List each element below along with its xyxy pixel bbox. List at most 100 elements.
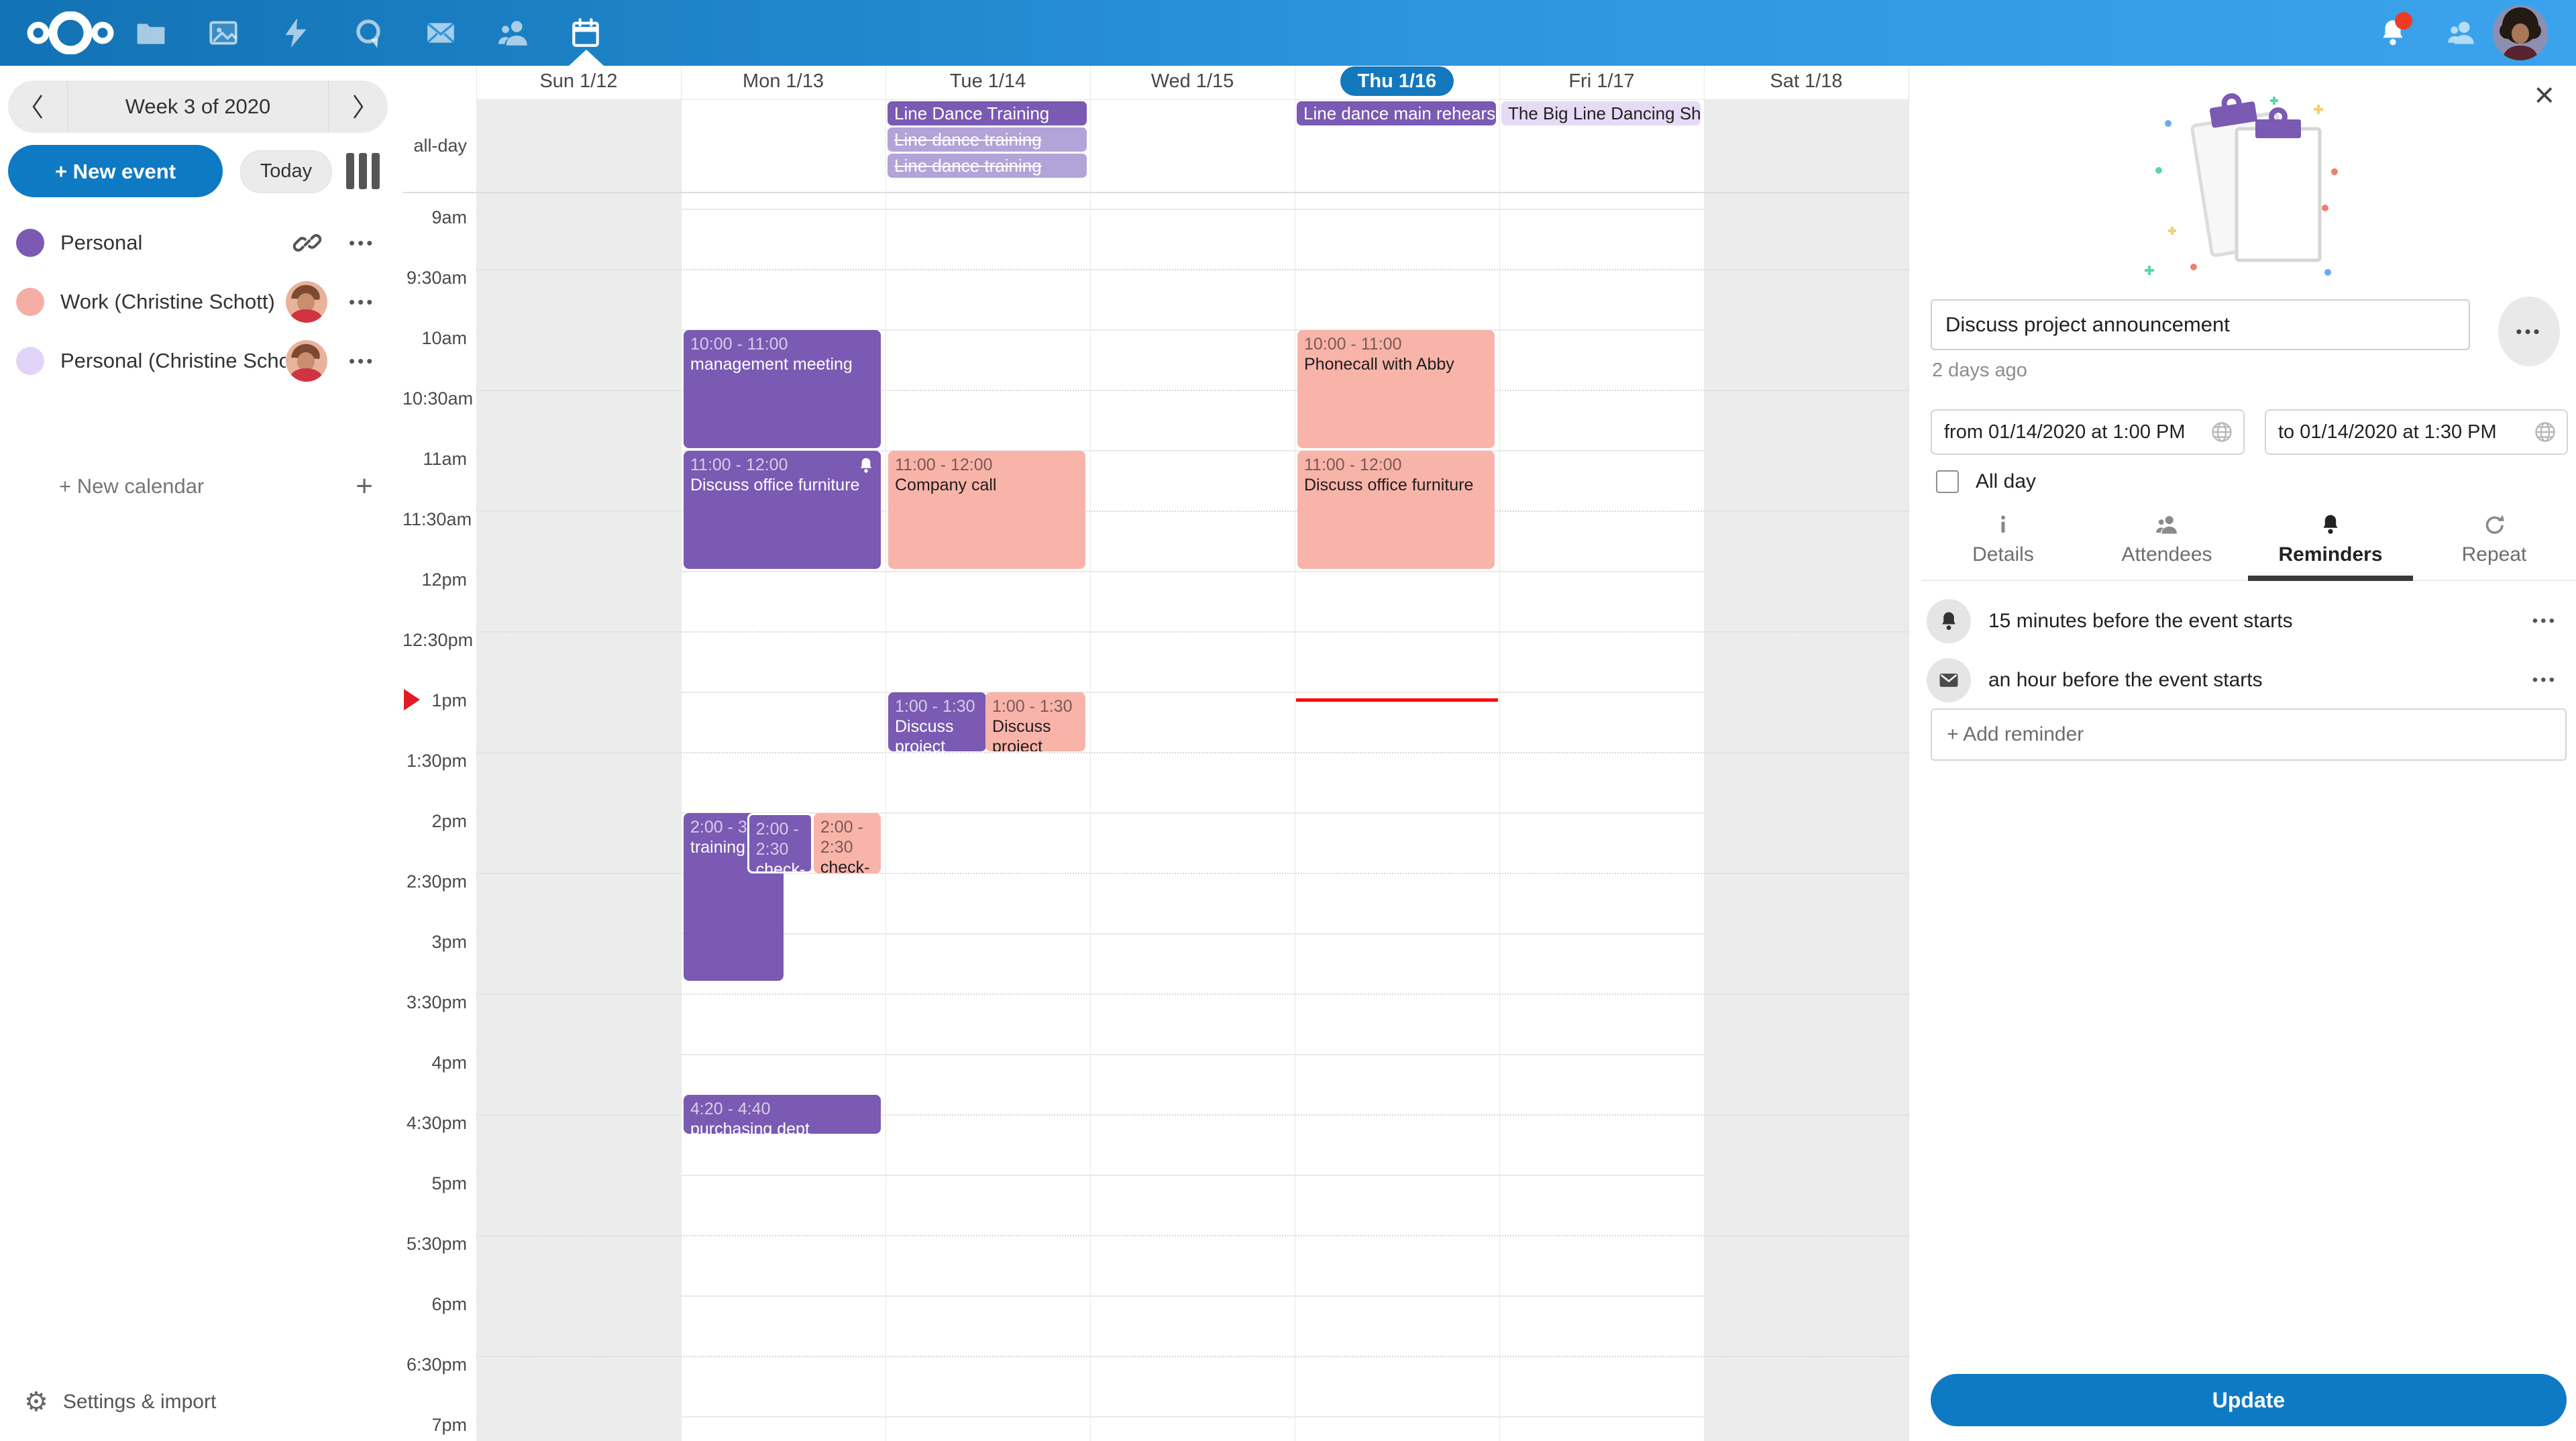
update-button[interactable]: Update: [1931, 1374, 2567, 1426]
weekend-shading: [1704, 99, 1909, 1441]
all-day-checkbox[interactable]: [1936, 470, 1959, 493]
event-actions-more-button[interactable]: •••: [2498, 297, 2560, 366]
mail-icon[interactable]: [424, 16, 458, 50]
time-axis-label: 12pm: [421, 570, 467, 590]
time-axis-label: 2:30pm: [406, 871, 467, 892]
add-reminder-button[interactable]: + Add reminder: [1931, 708, 2567, 761]
calendar-menu-icon[interactable]: •••: [349, 291, 376, 312]
nextcloud-logo[interactable]: [27, 11, 114, 58]
reminder-menu-icon[interactable]: •••: [2532, 612, 2557, 630]
day-header[interactable]: Wed 1/15: [1090, 66, 1295, 100]
time-axis-label: 3:30pm: [406, 992, 467, 1012]
reminder-item[interactable]: 15 minutes before the event starts •••: [1921, 598, 2576, 644]
calendar-event[interactable]: 2:00 - 3:30 training: [684, 813, 784, 981]
all-day-label[interactable]: All day: [1976, 470, 2037, 492]
new-calendar-button[interactable]: + New calendar +: [59, 470, 373, 502]
calendar-scrollbar[interactable]: [1909, 66, 1922, 1441]
event-time: 4:20 - 4:40: [690, 1100, 771, 1118]
calendar-event[interactable]: 11:00 - 12:00 Discuss office furniture: [684, 451, 881, 569]
event-title: training: [690, 838, 745, 857]
time-axis-label: 7pm: [431, 1415, 467, 1435]
event-title: Discuss office furniture: [1304, 476, 1474, 494]
next-week-button[interactable]: [329, 81, 388, 133]
calendar-event[interactable]: 10:00 - 11:00 Phonecall with Abby: [1297, 330, 1495, 448]
event-title: Discuss project: [992, 717, 1051, 751]
grid-line: [476, 1235, 1909, 1236]
all-day-event[interactable]: Line dance training: [888, 154, 1087, 178]
settings-import-button[interactable]: ⚙ Settings & import: [24, 1387, 217, 1417]
tab-label: Repeat: [2461, 543, 2527, 566]
reminder-menu-icon[interactable]: •••: [2532, 671, 2557, 689]
end-datetime-field[interactable]: to 01/14/2020 at 1:30 PM: [2265, 409, 2568, 455]
time-axis-label: 1pm: [431, 690, 467, 710]
all-day-event[interactable]: The Big Line Dancing Show: [1501, 101, 1701, 125]
week-label[interactable]: Week 3 of 2020: [67, 81, 329, 133]
all-day-event[interactable]: Line Dance Training: [888, 101, 1087, 125]
tab-repeat[interactable]: Repeat: [2412, 509, 2576, 580]
calendar-event[interactable]: 11:00 - 12:00 Company call: [888, 451, 1085, 569]
event-title-input[interactable]: [1931, 299, 2470, 350]
today-header-pill: Thu 1/16: [1340, 66, 1454, 96]
tab-details[interactable]: Details: [1921, 509, 2085, 580]
calendar-event[interactable]: 10:00 - 11:00 management meeting: [684, 330, 881, 448]
view-switcher-week-icon[interactable]: [346, 153, 384, 189]
timezone-globe-icon[interactable]: [2533, 420, 2557, 444]
time-axis-label: 6:30pm: [406, 1354, 467, 1375]
day-header[interactable]: Tue 1/14: [885, 66, 1090, 100]
calendar-event[interactable]: 4:20 - 4:40 purchasing dept: [684, 1095, 881, 1134]
reminder-item[interactable]: an hour before the event starts •••: [1921, 657, 2576, 703]
activity-icon[interactable]: [279, 16, 313, 50]
info-icon: [1921, 513, 2085, 542]
calendar-menu-icon[interactable]: •••: [349, 350, 376, 371]
today-button[interactable]: Today: [240, 150, 332, 193]
week-navigation: Week 3 of 2020: [8, 81, 388, 133]
talk-icon[interactable]: [352, 16, 385, 50]
day-header[interactable]: Sun 1/12: [476, 66, 681, 100]
event-time: 11:00 - 12:00: [1304, 456, 1402, 474]
all-day-event[interactable]: Line dance main rehearsal: [1297, 101, 1496, 125]
contacts-icon[interactable]: [496, 16, 530, 50]
photos-icon[interactable]: [207, 16, 240, 50]
day-header[interactable]: Mon 1/13: [681, 66, 885, 100]
user-avatar[interactable]: [2493, 5, 2548, 60]
tab-label: Attendees: [2121, 543, 2212, 566]
calendar-event[interactable]: 11:00 - 12:00 Discuss office furniture: [1297, 451, 1495, 569]
tab-attendees[interactable]: Attendees: [2085, 509, 2249, 580]
grid-line: [476, 1295, 1909, 1297]
notifications-bell-icon[interactable]: [2376, 12, 2412, 50]
calendar-name: Personal (Christine Scho…: [60, 349, 286, 372]
time-axis-label: 9am: [431, 207, 467, 227]
all-day-event[interactable]: Line dance training: [888, 127, 1087, 152]
mail-icon: [1927, 658, 1971, 702]
start-datetime-field[interactable]: from 01/14/2020 at 1:00 PM: [1931, 409, 2245, 455]
event-title: check-in: [820, 858, 870, 873]
files-icon[interactable]: [134, 16, 168, 50]
calendar-list-item[interactable]: Personal (Christine Scho… •••: [0, 337, 402, 385]
calendar-list-item[interactable]: Work (Christine Schott) •••: [0, 278, 402, 326]
calendar-week-grid[interactable]: 9am 9:30am 10am 10:30am 11am 11:30am 12pm 12:30…: [402, 66, 1909, 1441]
calendar-event[interactable]: 1:00 - 1:30 Discuss project: [985, 692, 1085, 751]
calendar-list-item[interactable]: Personal •••: [0, 219, 402, 267]
contacts-menu-icon[interactable]: [2445, 16, 2478, 50]
grid-line: [476, 209, 1909, 210]
day-header[interactable]: Fri 1/17: [1499, 66, 1704, 100]
grid-line: [476, 631, 1909, 633]
share-link-icon[interactable]: [287, 223, 327, 263]
previous-week-button[interactable]: [8, 81, 67, 133]
grid-line: [476, 450, 1909, 451]
day-header[interactable]: Thu 1/16: [1295, 66, 1499, 100]
calendar-menu-icon[interactable]: •••: [349, 232, 376, 253]
new-event-button[interactable]: + New event: [8, 145, 223, 197]
editor-tabs: Details Attendees Reminders Repeat: [1921, 509, 2576, 581]
day-header[interactable]: Sat 1/18: [1704, 66, 1909, 100]
tab-reminders[interactable]: Reminders: [2248, 509, 2413, 581]
timezone-globe-icon[interactable]: [2210, 420, 2234, 444]
calendar-color-dot: [16, 229, 44, 257]
time-axis-label: 5:30pm: [406, 1234, 467, 1254]
calendar-icon[interactable]: [569, 16, 602, 50]
close-icon[interactable]: ×: [2534, 76, 2555, 115]
